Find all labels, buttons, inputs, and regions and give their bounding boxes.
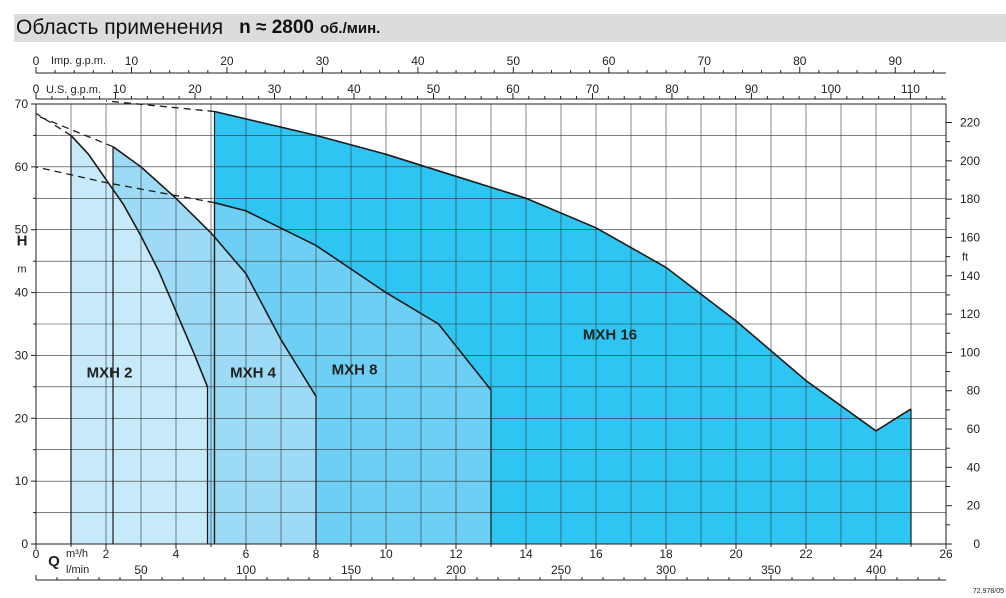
x-imp-tick-label: 10: [125, 54, 139, 68]
y-right-tick-label: 20: [967, 499, 981, 513]
x-us-tick-label: 80: [665, 82, 679, 96]
y-right-tick-label: 120: [960, 307, 980, 321]
x-imp-tick-label: 80: [793, 54, 807, 68]
y-tick-label: 0: [21, 537, 28, 551]
y-right-tick-label: 100: [960, 345, 980, 359]
x-imp-tick-label: 50: [507, 54, 521, 68]
speed-label: n ≈ 2800: [239, 17, 314, 38]
x-us-tick-label: 20: [188, 82, 202, 96]
x-axis-label: Q: [48, 553, 60, 570]
y-right-tick-label: 60: [967, 422, 981, 436]
label-mxh-2: MXH 2: [87, 364, 133, 381]
y-axis-unit: m: [17, 263, 26, 275]
x-tick-label: 22: [799, 547, 813, 561]
x-lmin-unit: l/min: [66, 564, 89, 576]
area-mxh-2: [71, 135, 208, 544]
x-us-tick-label: 70: [586, 82, 600, 96]
figure-code: 72.978/05: [973, 588, 1004, 595]
x-lmin-tick-label: 250: [551, 563, 571, 577]
chart-header: Область применения n ≈ 2800 об./мин.: [14, 14, 1006, 42]
x-tick-label: 6: [243, 547, 250, 561]
x-tick-label: 4: [173, 547, 180, 561]
x-lmin-tick-label: 100: [236, 563, 256, 577]
chart-title: Область применения: [16, 16, 224, 39]
y-tick-label: 10: [15, 474, 29, 488]
speed-unit: об./мин.: [319, 19, 381, 37]
y-tick-label: 20: [15, 411, 29, 425]
y-right-tick-label: 220: [960, 116, 980, 130]
x-us-unit: U.S. g.p.m.: [46, 84, 101, 96]
curve-mxh-16: [214, 110, 912, 432]
dashed-curve-mxh-16: [105, 100, 215, 113]
x-lmin-tick-label: 350: [761, 563, 781, 577]
x-lmin-tick-label: 150: [341, 563, 361, 577]
x-axis-unit: m³/h: [66, 548, 88, 560]
x-tick-label: 16: [589, 547, 603, 561]
y-right-tick-label: 180: [960, 192, 980, 206]
dashed-curve-mxh-4: [35, 114, 114, 148]
y-tick-label: 30: [15, 348, 29, 362]
x-us-tick-label: 30: [268, 82, 282, 96]
x-us-tick-label: 50: [427, 82, 441, 96]
x-lmin-tick-label: 200: [446, 563, 466, 577]
x-imp-unit: Imp. g.p.m.: [51, 55, 106, 67]
y-right-tick-label: 200: [960, 154, 980, 168]
x-lmin-tick-label: 300: [656, 563, 676, 577]
x-us-tick-label: 60: [506, 82, 520, 96]
x-imp-tick-label: 30: [316, 54, 330, 68]
y-tick-label: 70: [15, 97, 29, 111]
x-imp-tick-label: 90: [889, 54, 903, 68]
y-right-tick-label: 40: [967, 460, 981, 474]
y-axis-label: H: [17, 232, 28, 249]
y-tick-label: 60: [15, 160, 29, 174]
x-origin-label: 0: [33, 547, 40, 561]
x-tick-label: 12: [449, 547, 463, 561]
x-tick-label: 8: [313, 547, 320, 561]
x-imp-tick-label: 70: [698, 54, 712, 68]
x-tick-label: 2: [103, 547, 110, 561]
x-us-tick-label: 90: [745, 82, 759, 96]
y-right-tick-label: 80: [967, 384, 981, 398]
y-right-tick-label: 0: [973, 537, 980, 551]
y-tick-label: 40: [15, 286, 29, 300]
x-tick-label: 24: [869, 547, 883, 561]
x-imp-tick-label: 20: [220, 54, 234, 68]
x-tick-label: 18: [659, 547, 673, 561]
label-mxh-8: MXH 8: [332, 361, 378, 378]
x-us-tick-label: 100: [821, 82, 841, 96]
x-lmin-tick-label: 400: [866, 563, 886, 577]
dashed-curve-mxh-2: [35, 112, 72, 136]
label-mxh-4: MXH 4: [230, 364, 277, 381]
y-right-tick-label: 160: [960, 230, 980, 244]
x-us-origin-label: 0: [33, 82, 40, 96]
x-us-tick-label: 40: [347, 82, 361, 96]
x-tick-label: 10: [379, 547, 393, 561]
x-imp-origin-label: 0: [33, 54, 40, 68]
x-us-tick-label: 10: [113, 82, 127, 96]
curve-mxh-4: [112, 146, 317, 397]
x-tick-label: 20: [729, 547, 743, 561]
x-tick-label: 26: [939, 547, 953, 561]
x-imp-tick-label: 60: [602, 54, 616, 68]
x-tick-label: 14: [519, 547, 533, 561]
x-lmin-tick-label: 50: [134, 563, 148, 577]
x-us-tick-label: 110: [901, 82, 920, 96]
x-imp-tick-label: 40: [411, 54, 425, 68]
dashed-curve-mxh-8: [35, 166, 215, 204]
label-mxh-16: MXH 16: [583, 327, 637, 344]
y-right-axis-unit: ft: [962, 252, 968, 264]
curve-mxh-8: [214, 201, 492, 391]
curve-mxh-2: [70, 134, 209, 388]
y-tick-label: 50: [15, 223, 29, 237]
y-right-tick-label: 140: [960, 269, 980, 283]
